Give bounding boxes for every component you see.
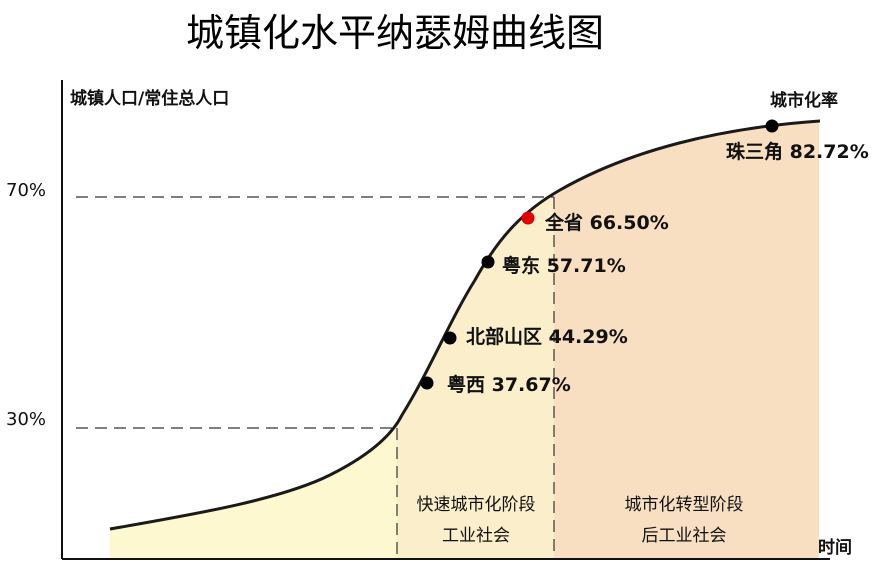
y-tick-70: 70%: [6, 180, 46, 201]
point-label-prd: 珠三角 82.72%: [726, 140, 869, 163]
point-province: [521, 211, 535, 225]
point-label-yuedong: 粤东 57.71%: [502, 254, 626, 277]
stage-fills: [110, 121, 819, 558]
point-yuexi: [420, 376, 434, 390]
point-label-province: 全省 66.50%: [544, 211, 669, 234]
stage-label-fast: 快速城市化阶段: [417, 495, 536, 515]
stage-sub-fast: 工业社会: [442, 526, 510, 546]
point-label-yuexi: 粤西 37.67%: [447, 373, 571, 396]
region-points: 粤西 37.67% 北部山区 44.29% 粤东 57.71% 全省 66.50…: [420, 119, 869, 396]
point-prd: [765, 119, 779, 133]
point-label-north-mountain: 北部山区 44.29%: [466, 325, 628, 348]
stage-sub-transition: 后工业社会: [642, 526, 727, 546]
x-axis-label: 时间: [818, 537, 852, 558]
stage-fill-1: [110, 423, 397, 558]
stage-fill-3: [554, 121, 819, 558]
stage-fill-2: [397, 193, 554, 558]
urbanization-curve: [109, 119, 821, 531]
page-title: 城镇化水平纳瑟姆曲线图: [186, 11, 604, 55]
point-north-mountain: [443, 331, 457, 345]
y-axis-label: 城镇人口/常住总人口: [70, 88, 229, 109]
curve-label: 城市化率: [770, 90, 838, 111]
point-yuedong: [481, 255, 495, 269]
axes: [61, 80, 830, 560]
y-tick-30: 30%: [6, 409, 46, 430]
guide-lines: [76, 196, 555, 558]
stage-label-transition: 城市化转型阶段: [625, 495, 744, 515]
